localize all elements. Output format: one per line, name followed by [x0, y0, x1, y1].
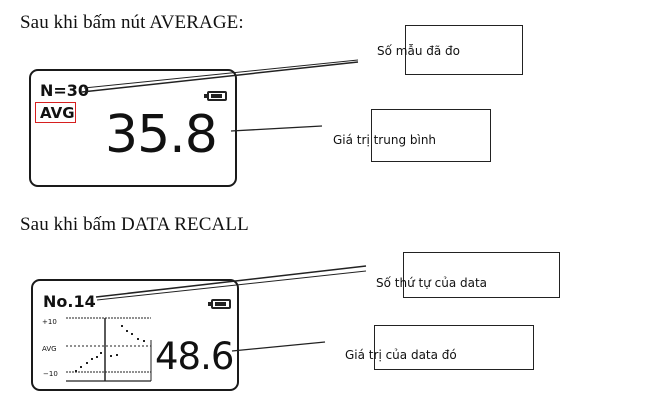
upper-limit-label: +10	[42, 318, 57, 326]
avg-line-label: AVG	[42, 345, 57, 353]
value-callout-label: Giá trị của data đó	[345, 348, 457, 362]
average-lcd-display: N=30 AVG 35.8	[29, 69, 237, 187]
mean-callout-box	[371, 109, 491, 162]
recall-value: 48.6	[155, 335, 234, 378]
section-recall-heading: Sau khi bấm DATA RECALL	[20, 214, 249, 235]
avg-mode-label: AVG	[40, 104, 75, 122]
mean-callout-label: Giá trị trung bình	[333, 133, 437, 147]
sample-count-label: N=30	[40, 81, 90, 100]
section-average-heading: Sau khi bấm nút AVERAGE:	[20, 12, 244, 33]
index-pointer-line	[95, 265, 367, 298]
battery-icon	[204, 91, 227, 101]
samples-pointer-line	[81, 61, 359, 93]
samples-callout-box	[405, 25, 523, 75]
value-callout-box	[374, 325, 534, 370]
samples-pointer-line-2	[83, 59, 359, 89]
average-value: 35.8	[105, 105, 218, 165]
data-index-label: No.14	[43, 292, 96, 311]
trend-points	[75, 325, 145, 372]
battery-icon	[208, 299, 231, 309]
index-callout-label: Số thứ tự của data	[376, 276, 488, 290]
index-callout-box	[403, 252, 560, 298]
lower-limit-label: −10	[43, 370, 58, 378]
mean-pointer-line	[230, 125, 323, 132]
value-pointer-line	[231, 341, 326, 352]
samples-callout-label: Số mẫu đã đo	[377, 44, 460, 58]
avg-mode-highlight: AVG	[35, 102, 76, 123]
trend-plot	[66, 317, 152, 382]
index-pointer-line-2	[96, 270, 367, 301]
